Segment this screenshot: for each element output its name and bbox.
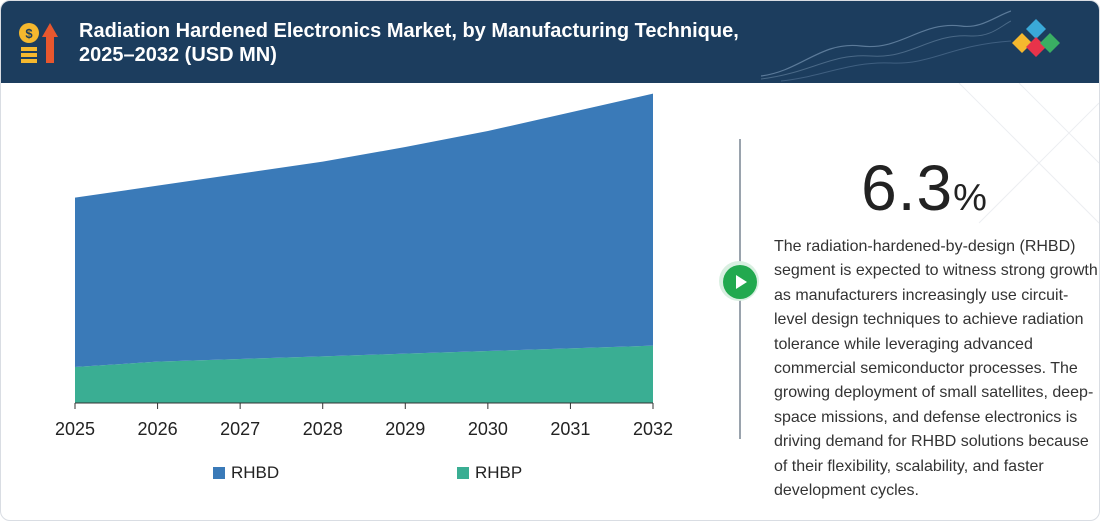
legend-item-rhbp: RHBP (457, 463, 522, 483)
legend-label-rhbd: RHBD (231, 463, 280, 482)
x-tick-label: 2027 (220, 419, 260, 439)
cagr-unit: % (953, 177, 987, 219)
legend-swatch-rhbp (457, 467, 469, 479)
legend-label-rhbp: RHBP (475, 463, 523, 482)
header-banner: $ Radiation Hardened Electronics Market,… (1, 1, 1099, 83)
segment-description: The radiation-hardened-by-design (RHBD) … (774, 238, 1098, 500)
x-tick-label: 2028 (303, 419, 343, 439)
legend-item-rhbd: RHBD (213, 463, 279, 483)
x-tick-label: 2025 (55, 419, 95, 439)
area-series-rhbp (75, 345, 653, 403)
money-growth-icon: $ (19, 23, 58, 63)
header-wave-decoration (761, 10, 1011, 82)
legend-swatch-rhbd (213, 467, 225, 479)
cagr-display: 6.3% (774, 151, 1074, 225)
background-line-decoration (958, 83, 1099, 224)
cagr-value: 6.3 (861, 152, 954, 224)
play-icon (723, 265, 757, 299)
x-tick-label: 2030 (468, 419, 508, 439)
stacked-area-chart: 2025 2026 2027 2028 2029 2030 2031 2032 (55, 93, 673, 439)
svg-text:$: $ (25, 26, 33, 41)
brand-diamonds-logo (1012, 19, 1060, 57)
page-title: Radiation Hardened Electronics Market, b… (79, 20, 739, 66)
x-tick-label: 2031 (550, 419, 590, 439)
area-series-rhbd (75, 93, 653, 368)
x-tick-label: 2026 (138, 419, 178, 439)
x-tick-label: 2032 (633, 419, 673, 439)
x-tick-label: 2029 (385, 419, 425, 439)
